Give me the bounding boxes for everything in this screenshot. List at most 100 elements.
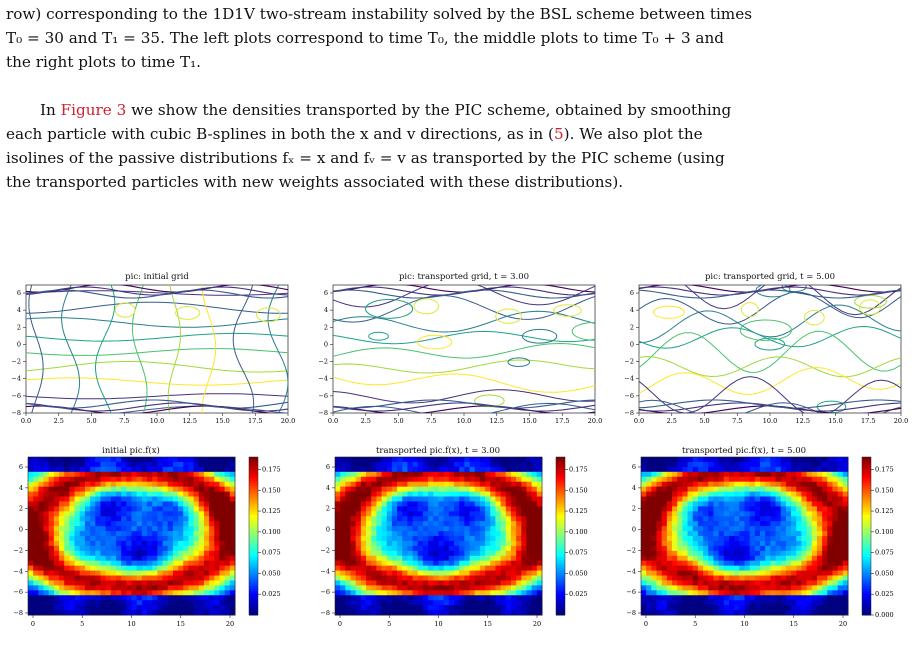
heatmap-cell — [661, 590, 668, 596]
heatmap-cell — [775, 585, 782, 591]
heatmap-cell — [765, 531, 771, 537]
heatmap-cell — [744, 590, 751, 596]
heatmap-cell — [209, 610, 215, 616]
heatmap-cell — [454, 595, 460, 601]
heatmap-cell — [739, 511, 745, 517]
heatmap-cell — [90, 457, 96, 463]
heatmap-cell — [811, 600, 818, 606]
heatmap-cell — [162, 516, 169, 522]
heatmap-cell — [448, 511, 455, 517]
heatmap-cell — [59, 496, 65, 502]
heatmap-cell — [765, 580, 771, 586]
heatmap-cell — [516, 481, 522, 488]
figure-3-link[interactable]: Figure 3 — [60, 101, 127, 119]
heatmap-cell — [454, 560, 460, 567]
heatmap-cell — [219, 580, 226, 586]
heatmap-cell — [376, 491, 383, 497]
heatmap-cell — [214, 560, 220, 567]
isoline-x — [417, 334, 453, 350]
heatmap-cell — [417, 461, 424, 468]
heatmap-cell — [516, 570, 522, 576]
heatmap-cell — [183, 540, 189, 547]
heatmap-cell — [64, 540, 70, 547]
heatmap-cell — [816, 585, 823, 591]
heatmap-cell — [38, 540, 45, 547]
figure-bottom-right: transported pic.f(x), t = 5.00 0 5 10 15 20 6… — [617, 443, 917, 633]
heatmap-cell — [355, 545, 362, 552]
heatmap-cell — [229, 516, 236, 522]
heatmap-cell — [822, 526, 828, 532]
heatmap-cell — [677, 595, 683, 601]
heatmap-cell — [822, 580, 828, 586]
heatmap-cell — [687, 501, 694, 507]
heatmap-cell — [360, 526, 367, 532]
colorbar-segment — [249, 586, 258, 590]
heatmap-cell — [152, 506, 158, 512]
heatmap-cell — [136, 555, 143, 562]
heatmap-cell — [136, 605, 143, 611]
heatmap-cell — [224, 531, 231, 537]
heatmap-cell — [345, 600, 352, 606]
heatmap-cell — [718, 486, 725, 493]
heatmap-cell — [490, 550, 496, 557]
heatmap-cell — [672, 476, 678, 483]
heatmap-cell — [224, 600, 231, 606]
heatmap-cell — [801, 560, 808, 567]
heatmap-cell — [490, 481, 496, 488]
heatmap-cell — [837, 575, 844, 581]
heatmap-cell — [141, 595, 148, 601]
heatmap-cell — [780, 590, 787, 596]
heatmap-cell — [796, 595, 802, 601]
heatmap-cell — [454, 511, 460, 517]
heatmap-cell — [713, 496, 720, 502]
heatmap-cell — [371, 610, 377, 616]
heatmap-cell — [646, 521, 652, 527]
heatmap-cell — [198, 476, 205, 483]
heatmap-cell — [131, 511, 138, 517]
heatmap-cell — [713, 610, 720, 616]
heatmap-cell — [209, 501, 215, 507]
heatmap-cell — [641, 575, 647, 581]
heatmap-cell — [500, 610, 507, 616]
heatmap-cell — [428, 560, 434, 567]
heatmap-cell — [74, 585, 81, 591]
y-tick-label: −4 — [13, 567, 23, 575]
heatmap-cell — [386, 457, 393, 463]
heatmap-cell — [115, 506, 122, 512]
heatmap-cell — [183, 580, 189, 586]
heatmap-cell — [672, 511, 678, 517]
colorbar-segment — [556, 533, 565, 537]
heatmap-cell — [531, 531, 538, 537]
heatmap-cell — [152, 476, 158, 483]
heatmap-cell — [526, 501, 533, 507]
heatmap-cell — [402, 575, 408, 581]
x-tick-label: 15 — [484, 620, 492, 628]
heatmap-cell — [371, 476, 377, 483]
heatmap-cell — [692, 565, 699, 572]
heatmap-cell — [64, 550, 70, 557]
heatmap-cell — [443, 565, 450, 572]
heatmap-cell — [350, 481, 357, 488]
heatmap-cell — [360, 501, 367, 507]
heatmap-cell — [350, 560, 357, 567]
heatmap-cell — [438, 506, 445, 512]
heatmap-cell — [152, 486, 158, 493]
heatmap-cell — [428, 466, 434, 473]
heatmap-cell — [495, 605, 502, 611]
heatmap-cell — [785, 466, 792, 473]
heatmap-cell — [147, 600, 153, 606]
equation-5-link[interactable]: 5 — [553, 125, 564, 143]
heatmap-cell — [224, 466, 231, 473]
heatmap-cell — [335, 575, 341, 581]
heatmap-cell — [448, 580, 455, 586]
heatmap-cell — [744, 511, 751, 517]
heatmap-cell — [708, 486, 714, 493]
heatmap-cell — [765, 590, 771, 596]
heatmap-cell — [48, 501, 55, 507]
heatmap-cell — [95, 461, 101, 468]
heatmap-cell — [521, 486, 527, 493]
heatmap-cell — [371, 486, 377, 493]
heatmap-cell — [464, 491, 471, 497]
heatmap-cell — [464, 496, 471, 502]
heatmap-cell — [816, 486, 823, 493]
